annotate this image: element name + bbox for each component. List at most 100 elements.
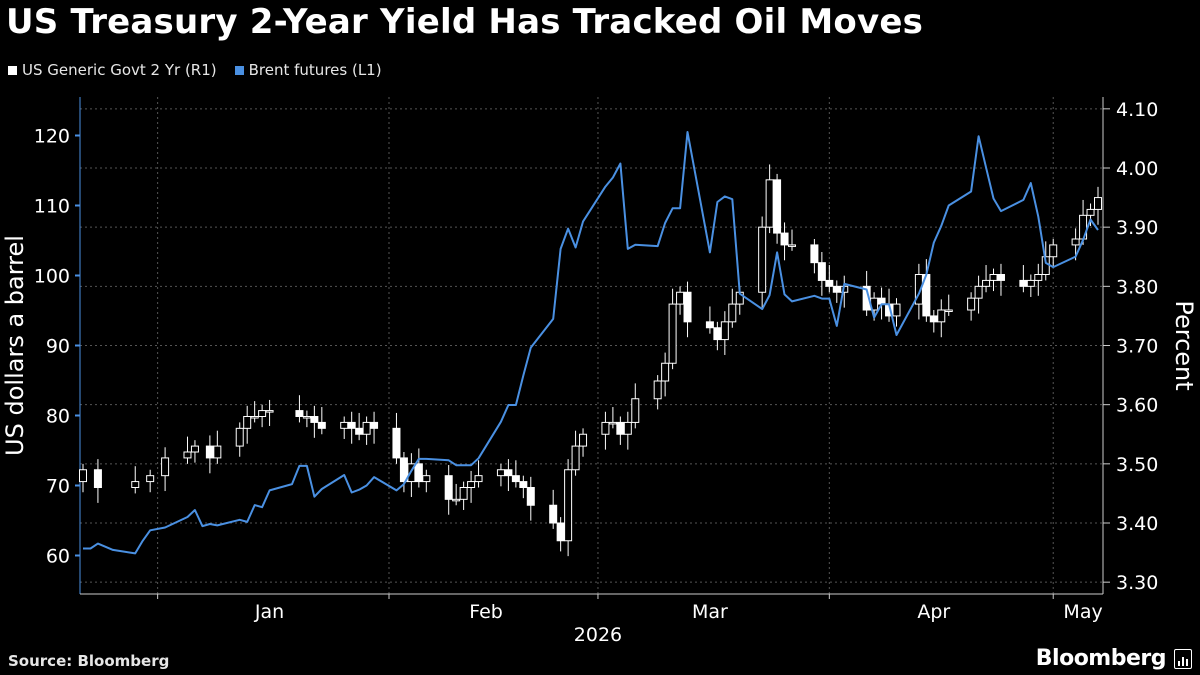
right-axis-tick-label: 3.70 [1116, 336, 1158, 358]
right-axis-tick-label: 3.80 [1116, 276, 1158, 298]
yield-candle-body [250, 416, 259, 419]
yield-candle-body [556, 522, 565, 542]
brand-wordmark: Bloomberg [1035, 646, 1167, 671]
yield-candle-body [79, 469, 87, 483]
yield-candle-body [317, 421, 326, 429]
yield-candle-body [653, 380, 662, 400]
yield-candle-body [258, 410, 267, 418]
x-axis-month-label: May [1063, 601, 1102, 623]
yield-candle-body [362, 421, 371, 435]
yield-candle-body [825, 279, 834, 287]
right-axis-tick-label: 3.60 [1116, 395, 1158, 417]
yield-candle-body [982, 279, 991, 287]
yield-candle-body [937, 309, 946, 323]
left-axis-title: US dollars a barrel [1, 235, 29, 456]
x-axis-month-label: Feb [469, 601, 503, 623]
yield-candle-body [467, 481, 476, 489]
yield-candle-body [355, 427, 364, 435]
right-axis-tick-label: 3.90 [1116, 217, 1158, 239]
yield-candle-body [996, 274, 1005, 281]
yield-candle-body [414, 463, 423, 483]
yield-candle-body [676, 291, 685, 305]
yield-candle-body [758, 226, 767, 293]
yield-candle-body [519, 481, 528, 489]
yield-candle-body [1019, 279, 1028, 287]
yield-candle-body [1071, 238, 1080, 246]
left-axis-tick-label: 120 [34, 126, 70, 148]
left-axis-tick-label: 70 [46, 476, 70, 498]
yield-candle-body [989, 274, 998, 281]
legend-swatch-yield [8, 65, 17, 75]
yield-candle-body [877, 297, 886, 305]
legend-item-brent: Brent futures (L1) [234, 61, 382, 79]
source-note: Source: Bloomberg [8, 652, 170, 670]
x-axis-year-label: 2026 [574, 624, 622, 646]
yield-candle-body [974, 285, 983, 299]
yield-candle-body [452, 498, 461, 502]
yield-candle-body [93, 469, 102, 488]
yield-candle-body [601, 421, 610, 435]
terminal-icon [1174, 648, 1192, 669]
right-axis-tick-label: 4.00 [1116, 158, 1158, 180]
yield-candle-body [1086, 208, 1095, 216]
yield-candle-body [1094, 197, 1102, 210]
legend-label-brent: Brent futures (L1) [248, 61, 382, 79]
x-axis-month-label: Apr [917, 601, 950, 623]
legend-label-yield: US Generic Govt 2 Yr (R1) [22, 61, 217, 79]
yield-candle-body [720, 321, 729, 341]
yield-candle-body [302, 416, 311, 419]
yield-candle-body [265, 410, 274, 413]
left-axis-tick-label: 110 [34, 196, 70, 218]
brent-line [83, 131, 1099, 555]
yield-candle-body [340, 421, 349, 429]
yield-candle-body [526, 487, 535, 506]
yield-candle-body [161, 457, 170, 477]
yield-candle-body [1049, 244, 1058, 258]
yield-candle-body [243, 416, 252, 429]
yield-candle-body [788, 244, 797, 247]
yield-candle-body [310, 416, 319, 423]
yield-candle-body [929, 315, 938, 323]
yield-candle-body [295, 410, 304, 418]
left-axis-tick-label: 90 [46, 336, 70, 358]
yield-candle-body [146, 475, 155, 483]
right-axis-tick-label: 3.30 [1116, 572, 1158, 594]
gridlines [80, 97, 1103, 594]
yield-candle-body [444, 475, 453, 500]
yield-candle-body [616, 421, 625, 435]
left-axis-tick-label: 80 [46, 406, 70, 428]
yield-candle-body [549, 504, 558, 524]
left-axis-tick-label: 60 [46, 546, 70, 568]
yield-candle-body [892, 303, 901, 317]
yield-candle-body [728, 303, 737, 323]
yield-candle-body [967, 297, 976, 311]
yield-candle-body [817, 262, 826, 281]
yield-candle-body [131, 481, 140, 489]
yield-candle-body [511, 475, 520, 483]
yield-candle-body [235, 427, 244, 447]
axes [75, 97, 1110, 599]
yield-candle-body [422, 475, 431, 483]
yield-candle-body [780, 232, 789, 246]
yield-candle-body [631, 398, 640, 423]
yield-candle-body [190, 445, 199, 453]
yield-candle-body [608, 421, 617, 425]
yield-candle-body [579, 433, 588, 447]
yield-candle-body [205, 445, 214, 459]
yield-candle-body [213, 445, 222, 459]
yield-candle-body [661, 362, 670, 382]
yield-candle-body [832, 285, 841, 293]
axis-labels: 3.30 3.40 3.50 3.60 3.70 3.80 3.90 4.00 4.10 60 70… [1, 99, 1198, 646]
yield-candle-body [668, 303, 677, 364]
yield-candle-body [564, 469, 573, 542]
right-axis-tick-label: 3.40 [1116, 513, 1158, 535]
yield-candle-body [459, 487, 468, 500]
yield-candles [79, 164, 1102, 557]
x-axis-month-label: Jan [254, 601, 284, 623]
yield-candle-body [1026, 279, 1035, 287]
yield-candle-body [773, 179, 782, 234]
yield-candle-body [683, 291, 692, 323]
chart-title: US Treasury 2-Year Yield Has Tracked Oil… [6, 2, 924, 42]
brand-logo: Bloomberg [1036, 646, 1192, 671]
